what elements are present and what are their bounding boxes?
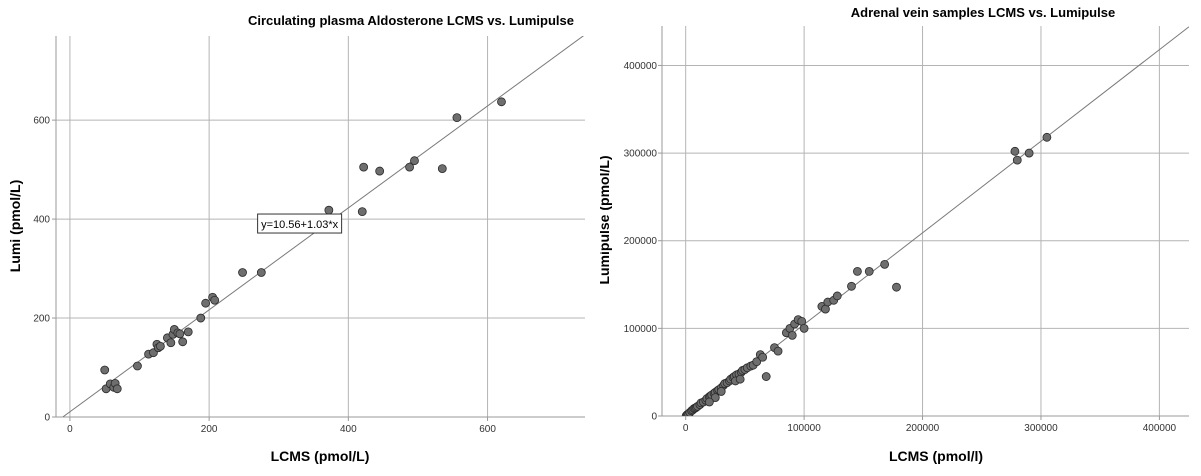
- fit-equation-box: y=10.56+1.03*x: [257, 213, 343, 234]
- data-point: [847, 281, 856, 291]
- chart-title: Adrenal vein samples LCMS vs. Lumipulse: [851, 5, 1115, 20]
- x-tick-label: 400000: [1143, 423, 1177, 434]
- y-tick-label: 200000: [624, 236, 658, 247]
- data-point: [437, 164, 447, 174]
- data-point: [1042, 132, 1052, 142]
- data-point: [166, 338, 176, 348]
- data-point: [853, 266, 862, 276]
- data-point: [452, 113, 462, 123]
- data-point: [1012, 155, 1022, 165]
- y-tick-label: 0: [651, 412, 657, 423]
- data-point: [799, 323, 809, 333]
- data-point: [210, 295, 220, 305]
- plot-area: [681, 26, 1189, 416]
- data-point: [357, 207, 367, 217]
- data-point: [892, 282, 901, 292]
- data-point: [175, 329, 185, 339]
- data-point: [405, 162, 414, 172]
- x-axis-label: LCMS (pmol/L): [271, 448, 370, 464]
- x-tick-label: 300000: [1024, 423, 1058, 434]
- data-point: [201, 298, 211, 308]
- y-tick-label: 300000: [624, 149, 658, 160]
- data-point: [133, 361, 142, 371]
- data-point: [196, 313, 206, 323]
- data-point: [832, 291, 842, 301]
- fit-equation-frame: [257, 213, 343, 234]
- plot-area: [62, 36, 584, 417]
- y-tick-label: 0: [44, 413, 50, 424]
- data-point: [752, 357, 762, 367]
- data-point: [710, 393, 720, 402]
- data-point: [761, 372, 771, 381]
- x-tick-label: 200: [201, 424, 218, 435]
- x-axis-label: LCMS (pmol/l): [889, 448, 983, 464]
- x-tick-label: 100000: [787, 423, 821, 434]
- data-point: [359, 162, 369, 172]
- y-tick-label: 100000: [624, 324, 658, 335]
- x-tick-label: 600: [479, 424, 496, 435]
- data-point: [716, 387, 726, 396]
- data-point: [704, 397, 714, 407]
- data-point: [758, 352, 768, 362]
- right-chart-panel: Adrenal vein samples LCMS vs. Lumipulse 0…: [596, 0, 1201, 471]
- chart-title: Circulating plasma Aldosterone LCMS vs. …: [248, 13, 574, 28]
- data-point: [773, 346, 783, 356]
- data-point: [178, 337, 188, 347]
- y-tick-label: 400: [33, 215, 50, 226]
- data-point: [256, 268, 266, 277]
- data-point: [156, 341, 165, 351]
- y-tick-label: 200: [33, 314, 50, 325]
- data-point: [324, 205, 334, 215]
- y-axis-label: Lumi (pmol/L): [7, 180, 23, 273]
- data-point: [1010, 146, 1020, 156]
- y-tick-label: 600: [33, 116, 50, 127]
- left-chart-panel: Circulating plasma Aldosterone LCMS vs. …: [0, 0, 600, 471]
- data-point: [100, 365, 110, 375]
- data-point: [183, 327, 193, 337]
- data-point: [787, 330, 797, 340]
- data-point: [864, 266, 874, 276]
- data-point: [1024, 148, 1034, 158]
- data-point: [375, 166, 385, 176]
- data-point: [880, 259, 890, 269]
- data-point: [112, 384, 122, 394]
- y-axis-label: Lumipulse (pmol/L): [600, 155, 612, 284]
- x-tick-label: 400: [340, 424, 357, 435]
- data-point: [410, 156, 419, 166]
- data-point: [238, 268, 247, 277]
- x-tick-label: 0: [67, 424, 73, 435]
- scatter-chart-plasma-aldosterone: Circulating plasma Aldosterone LCMS vs. …: [7, 13, 585, 464]
- fit-equation-label: y=10.56+1.03*x: [261, 219, 339, 231]
- x-tick-label: 200000: [906, 423, 940, 434]
- scatter-chart-adrenal-vein: Adrenal vein samples LCMS vs. Lumipulse 0…: [596, 5, 1189, 464]
- y-tick-label: 400000: [624, 61, 658, 72]
- data-point: [735, 374, 745, 384]
- data-point: [497, 97, 506, 107]
- x-tick-label: 0: [683, 423, 689, 434]
